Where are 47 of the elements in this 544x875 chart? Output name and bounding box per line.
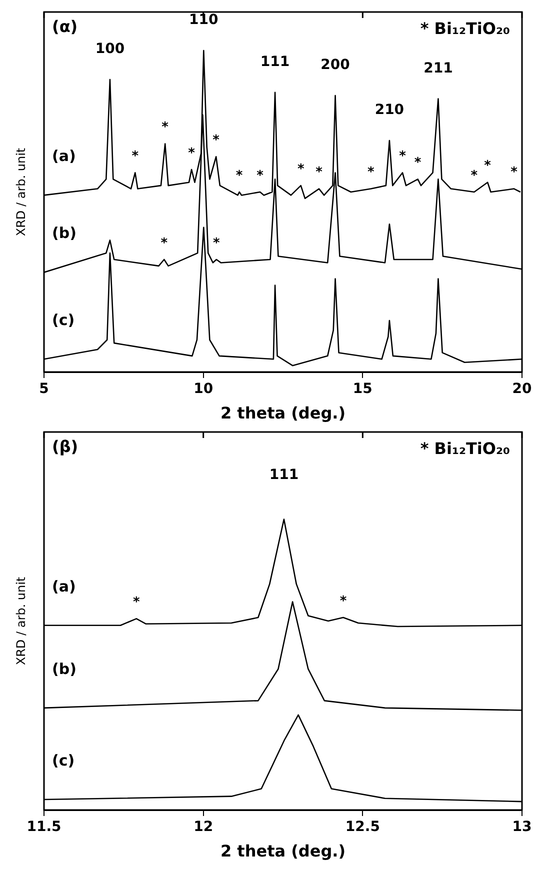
x-tick-label: 12 <box>194 819 214 836</box>
series-label: (b) <box>52 224 76 242</box>
series-label: (b) <box>52 660 76 678</box>
x-tick-label: 11.5 <box>26 819 62 836</box>
annotation: * <box>188 146 196 161</box>
series-label: (c) <box>52 751 75 770</box>
x-axis-title: 2 theta (deg.) <box>220 842 346 861</box>
annotation: * <box>484 158 492 174</box>
annotation: * <box>160 236 168 251</box>
annotation: * <box>297 162 304 177</box>
annotation: * <box>470 168 478 184</box>
annotation: * <box>212 236 220 251</box>
annotation: 100 <box>95 41 125 58</box>
annotation: * <box>399 149 406 164</box>
x-tick-label: 12.5 <box>345 819 380 836</box>
annotation: * <box>132 149 139 164</box>
series-label: (c) <box>52 311 75 330</box>
y-axis-title: XRD / arb. unit <box>14 148 28 236</box>
text: * Bi₁₂TiO₂₀ <box>420 439 510 458</box>
text: * Bi₁₂TiO₂₀ <box>420 19 510 38</box>
annotation: * <box>316 165 323 180</box>
annotation: * <box>340 594 347 609</box>
annotation: * <box>414 156 422 171</box>
annotation: * <box>256 168 264 184</box>
annotation: * <box>236 168 243 184</box>
annotation: 211 <box>424 60 453 76</box>
x-axis-title: 2 theta (deg.) <box>220 404 346 423</box>
x-tick-label: 20 <box>512 381 532 398</box>
series-label: (a) <box>52 147 76 166</box>
annotation: 210 <box>374 102 404 118</box>
x-tick-label: 15 <box>352 381 372 398</box>
annotation: * <box>368 165 375 180</box>
text: (β) <box>52 437 78 456</box>
x-tick-label: 10 <box>194 381 214 398</box>
y-axis-title: XRD / arb. unit <box>14 576 28 666</box>
text: (α) <box>52 17 78 36</box>
x-tick-label: 5 <box>39 381 49 398</box>
x-tick-label: 13 <box>512 819 532 836</box>
text: (a) <box>52 577 76 596</box>
annotation: 111 <box>269 466 299 483</box>
annotation: * <box>212 133 220 148</box>
annotation: 200 <box>320 57 350 74</box>
annotation: * <box>162 120 169 136</box>
annotation: 111 <box>260 54 290 70</box>
annotation: * <box>510 165 518 180</box>
annotation: * <box>133 595 140 610</box>
annotation: 110 <box>189 12 219 28</box>
